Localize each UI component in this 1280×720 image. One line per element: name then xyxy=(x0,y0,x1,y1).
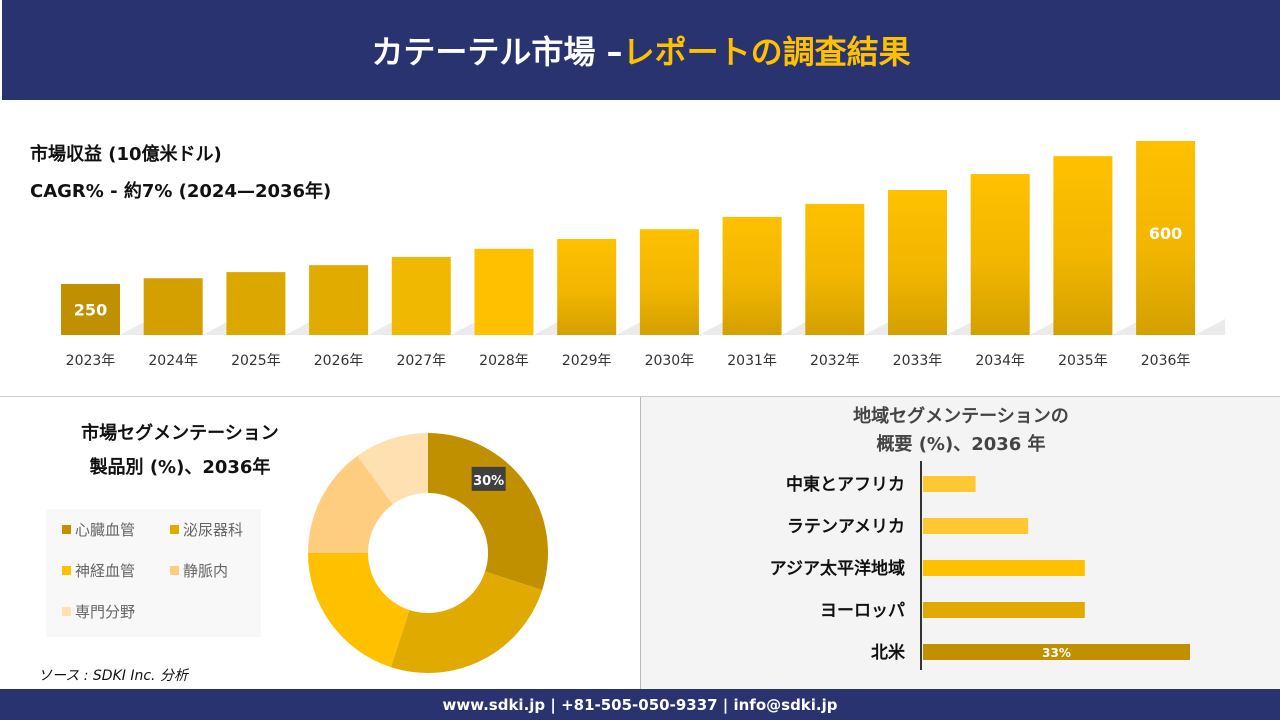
footer-contact: www.sdki.jp | +81-505-050-9337 | info@sd… xyxy=(0,689,1280,720)
bar-shadow xyxy=(864,319,895,335)
bar-2033年 xyxy=(888,190,947,335)
x-tick-label: 2026年 xyxy=(314,353,364,369)
bar-shadow xyxy=(368,319,399,335)
x-tick-label: 2024年 xyxy=(148,353,198,369)
bar-ラテンアメリカ xyxy=(923,518,1029,534)
legend-label: 心臓血管 xyxy=(75,521,136,539)
title-line: 地域セグメンテーションの xyxy=(853,406,1069,427)
x-tick-label: 2025年 xyxy=(231,353,281,369)
bar-2032年 xyxy=(805,203,865,335)
title-line: 市場セグメンテーション xyxy=(81,423,279,444)
donut-slice-静脈内 xyxy=(308,455,393,553)
product-segment-title: 市場セグメンテーション 製品別 (%)、2036年 xyxy=(30,417,330,485)
legend-label: 泌尿器科 xyxy=(183,521,244,539)
donut-slice-泌尿器科 xyxy=(390,571,543,673)
x-tick-label: 2030年 xyxy=(645,353,695,369)
bar-shadow xyxy=(781,319,812,335)
bar-shadow xyxy=(202,319,233,335)
bar-shadow xyxy=(947,319,977,335)
bar-アジア太平洋地域 xyxy=(923,560,1085,576)
x-tick-label: 2033年 xyxy=(893,353,943,369)
legend-swatch xyxy=(62,607,71,616)
bar-shadow xyxy=(616,319,647,335)
x-tick-label: 2029年 xyxy=(562,353,612,369)
legend-item: 専門分野 xyxy=(62,601,135,622)
revenue-bar-chart: 2023年 250 2024年 2025年 2026年 2027年 2028年 2029年 20… xyxy=(61,141,1226,369)
legend-swatch xyxy=(62,566,71,575)
bar-shadow xyxy=(1029,319,1060,335)
donut-slice-神経血管 xyxy=(308,553,410,668)
category-label: 北米 xyxy=(871,642,906,663)
bar-2024年 xyxy=(143,278,203,335)
bar-2030年 xyxy=(639,229,699,335)
revenue-section: 市場収益 (10億米ドル) CAGR% - 約7% (2024—2036年) 2… xyxy=(0,100,1280,395)
bar-中東とアフリカ xyxy=(923,476,976,492)
region-segment-title: 地域セグメンテーションの 概要 (%)、2036 年 xyxy=(761,403,1161,459)
data-label: 250 xyxy=(74,300,107,319)
category-label: 中東とアフリカ xyxy=(786,474,905,495)
title-line: 概要 (%)、2036 年 xyxy=(876,434,1046,455)
bar-shadow xyxy=(533,319,564,335)
product-segment-panel: 市場セグメンテーション 製品別 (%)、2036年 心臓血管 泌尿器科神経血管 静脈… xyxy=(0,397,640,689)
x-tick-label: 2031年 xyxy=(727,353,777,369)
x-tick-label: 2035年 xyxy=(1058,353,1108,369)
source-note: ソース : SDKI Inc. 分析 xyxy=(38,668,188,684)
legend-item: 心臓血管 xyxy=(62,519,135,540)
legend-swatch xyxy=(170,525,179,534)
bar-2025年 xyxy=(226,272,286,335)
bar-shadow xyxy=(698,319,729,335)
bar-2023年 xyxy=(61,283,120,335)
bar-北米 xyxy=(923,644,1190,660)
category-label: アジア太平洋地域 xyxy=(770,558,905,579)
legend-label: 静脈内 xyxy=(183,562,229,580)
divider xyxy=(0,396,1280,397)
cagr-text: CAGR% - 約7% (2024—2036年) xyxy=(30,181,332,202)
x-tick-label: 2023年 xyxy=(66,353,116,369)
bar-2036年 xyxy=(1136,141,1196,335)
bar-shadow xyxy=(1195,319,1226,335)
revenue-subtitle: 市場収益 (10億米ドル) xyxy=(30,144,222,165)
x-tick-label: 2034年 xyxy=(975,353,1025,369)
bar-2026年 xyxy=(309,265,369,335)
x-tick-label: 2027年 xyxy=(396,353,446,369)
report-header: カテーテル市場 – レポートの調査結果 xyxy=(2,0,1280,100)
category-label: ヨーロッパ xyxy=(820,601,905,621)
bar-2027年 xyxy=(391,256,451,335)
bar-2031年 xyxy=(722,216,782,335)
x-tick-label: 2028年 xyxy=(479,353,529,369)
legend-label: 神経血管 xyxy=(75,562,136,580)
bar-2028年 xyxy=(474,248,534,335)
legend-item: 泌尿器科 xyxy=(170,519,243,540)
region-segment-panel: 地域セグメンテーションの 概要 (%)、2036 年 中東とアフリカ ラテンアメリ… xyxy=(640,397,1280,689)
bar-2035年 xyxy=(1053,156,1113,335)
data-label: 33% xyxy=(1042,646,1071,660)
title-accent: レポートの調査結果 xyxy=(622,33,911,71)
legend-swatch xyxy=(170,566,179,575)
bar-shadow xyxy=(120,319,150,335)
data-label: 600 xyxy=(1149,224,1182,243)
legend-item: 静脈内 xyxy=(170,560,228,581)
legend-item: 神経血管 xyxy=(62,560,135,581)
donut-slice-専門分野 xyxy=(357,433,428,505)
bar-2034年 xyxy=(970,174,1030,335)
donut-legend: 心臓血管 泌尿器科神経血管 静脈内専門分野 xyxy=(46,509,261,637)
title-main: カテーテル市場 – xyxy=(371,33,623,71)
bar-shadow xyxy=(1112,319,1143,335)
x-tick-label: 2036年 xyxy=(1141,353,1191,369)
category-label: ラテンアメリカ xyxy=(787,517,905,537)
product-donut-chart: 30% xyxy=(308,433,548,673)
bar-2029年 xyxy=(557,239,617,335)
donut-slice-心臓血管 xyxy=(428,433,548,591)
bar-shadow xyxy=(285,319,316,335)
bar-ヨーロッパ xyxy=(923,602,1085,618)
legend-swatch xyxy=(62,525,71,534)
data-label: 30% xyxy=(473,474,504,489)
legend-label: 専門分野 xyxy=(75,603,136,621)
x-tick-label: 2032年 xyxy=(810,353,860,369)
title-line: 製品別 (%)、2036年 xyxy=(89,457,271,478)
bar-shadow xyxy=(450,319,481,335)
data-label-box xyxy=(471,466,506,491)
